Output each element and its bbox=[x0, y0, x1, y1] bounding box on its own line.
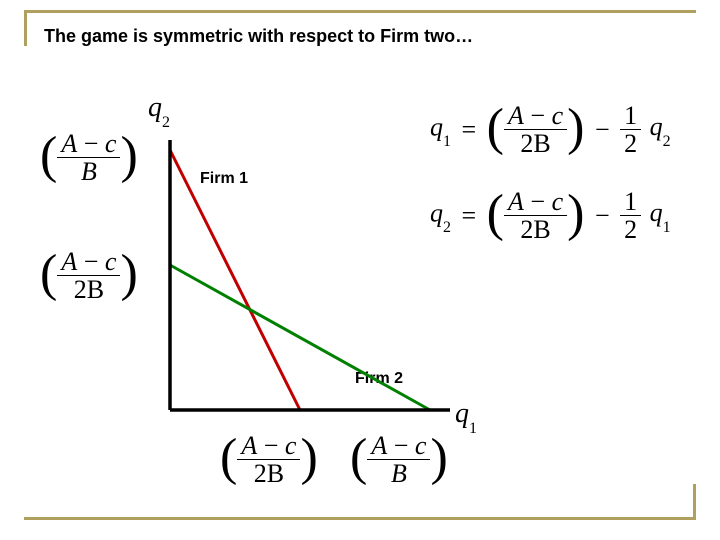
bottom-border bbox=[24, 517, 696, 520]
x-tick-mid: (A − c2B) bbox=[220, 430, 318, 489]
firm2-reaction-line bbox=[170, 265, 430, 410]
slide-title: The game is symmetric with respect to Fi… bbox=[44, 26, 473, 47]
y-tick-top: (A − cB) bbox=[40, 128, 138, 187]
reaction-functions-chart bbox=[130, 130, 450, 430]
y-axis-label: q2 bbox=[148, 92, 170, 128]
top-left-corner bbox=[24, 10, 27, 46]
x-tick-right: (A − cB) bbox=[350, 430, 448, 489]
equation-1: q1 = (A − c2B) − 12 q2 bbox=[430, 100, 671, 159]
slide: The game is symmetric with respect to Fi… bbox=[0, 0, 720, 540]
equation-2: q2 = (A − c2B) − 12 q1 bbox=[430, 186, 671, 245]
bottom-right-corner bbox=[693, 484, 696, 520]
top-border bbox=[24, 10, 696, 13]
x-axis-label: q1 bbox=[455, 398, 477, 434]
y-tick-mid: (A − c2B) bbox=[40, 246, 138, 305]
firm1-reaction-line bbox=[170, 150, 300, 410]
